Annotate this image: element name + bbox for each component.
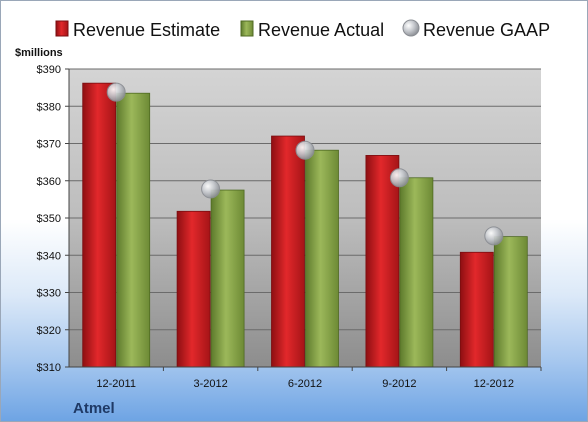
y-tick-label: $390: [37, 64, 61, 76]
bar-revenue-estimate: [271, 135, 305, 368]
y-tick-label: $370: [37, 139, 61, 151]
marker-revenue-gaap: [106, 82, 126, 102]
legend: Revenue Estimate Revenue Actual Revenue …: [55, 19, 550, 40]
bar-revenue-actual: [493, 236, 528, 368]
legend-swatch-revenue-estimate: [55, 20, 69, 37]
y-tick-label: $310: [37, 362, 61, 374]
bar-revenue-actual: [116, 92, 151, 368]
bar-revenue-actual: [305, 149, 339, 368]
marker-revenue-gaap: [484, 226, 504, 246]
bar-revenue-estimate: [365, 155, 400, 368]
marker-revenue-gaap: [389, 168, 409, 188]
legend-label-revenue-estimate: Revenue Estimate: [73, 20, 220, 40]
y-tick-label: $360: [37, 176, 61, 188]
x-tick-label: 6-2012: [288, 378, 322, 390]
y-tick-label: $350: [37, 213, 61, 225]
y-tick-label: $330: [37, 288, 61, 300]
x-tick-label: 9-2012: [382, 378, 416, 390]
legend-swatch-revenue-actual: [240, 20, 254, 37]
marker-revenue-gaap: [295, 140, 315, 160]
bar-revenue-actual: [399, 177, 434, 368]
marker-revenue-gaap: [201, 179, 221, 199]
x-tick-label: 3-2012: [193, 378, 227, 390]
legend-marker-revenue-gaap: [402, 19, 420, 37]
unit-label: $millions: [15, 47, 63, 59]
company-name: Atmel: [73, 400, 115, 417]
legend-label-revenue-gaap: Revenue GAAP: [423, 20, 550, 40]
y-tick-label: $380: [37, 101, 61, 113]
x-tick-label: 12-2011: [96, 378, 136, 390]
x-tick-label: 12-2012: [474, 378, 514, 390]
bar-revenue-estimate: [82, 82, 117, 368]
legend-label-revenue-actual: Revenue Actual: [258, 20, 384, 40]
bar-revenue-actual: [210, 189, 245, 368]
y-tick-label: $340: [37, 250, 61, 262]
bar-revenue-estimate: [176, 210, 211, 368]
bar-revenue-estimate: [459, 251, 494, 368]
y-tick-label: $320: [37, 325, 61, 337]
